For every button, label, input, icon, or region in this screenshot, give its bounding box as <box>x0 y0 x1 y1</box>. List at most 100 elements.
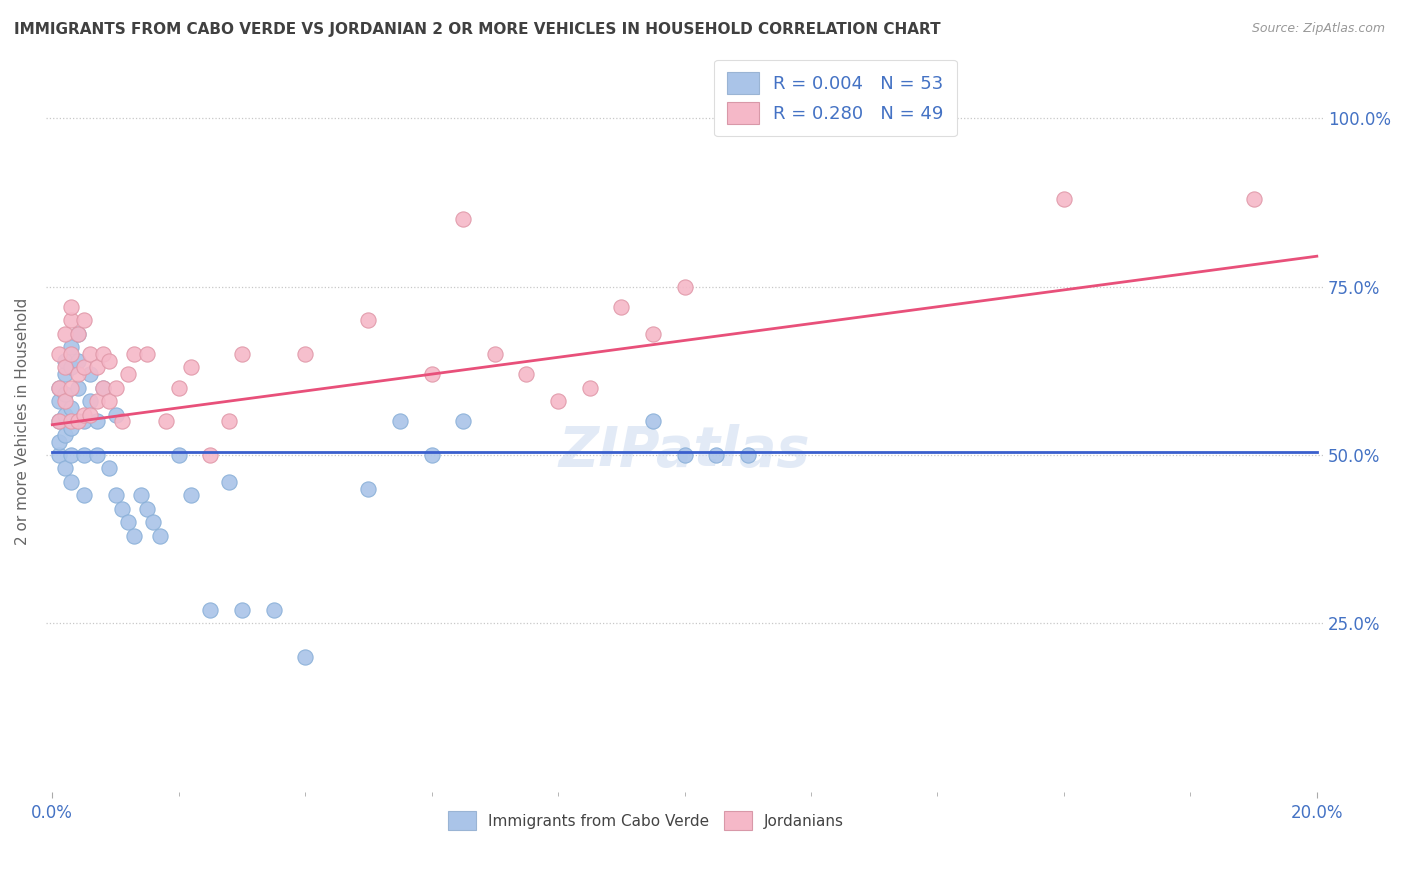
Point <box>451 212 474 227</box>
Point <box>149 529 172 543</box>
Point <box>60 340 83 354</box>
Point <box>79 408 101 422</box>
Point <box>53 360 76 375</box>
Text: IMMIGRANTS FROM CABO VERDE VS JORDANIAN 2 OR MORE VEHICLES IN HOUSEHOLD CORRELAT: IMMIGRANTS FROM CABO VERDE VS JORDANIAN … <box>14 22 941 37</box>
Point <box>66 353 89 368</box>
Point <box>515 367 537 381</box>
Point <box>53 387 76 401</box>
Point <box>231 347 253 361</box>
Point <box>48 381 70 395</box>
Point <box>48 381 70 395</box>
Point <box>104 488 127 502</box>
Point <box>420 448 443 462</box>
Legend: Immigrants from Cabo Verde, Jordanians: Immigrants from Cabo Verde, Jordanians <box>443 805 851 836</box>
Point <box>484 347 506 361</box>
Point <box>180 488 202 502</box>
Point <box>66 326 89 341</box>
Point <box>737 448 759 462</box>
Point <box>60 421 83 435</box>
Point <box>294 650 316 665</box>
Point <box>53 461 76 475</box>
Point <box>60 448 83 462</box>
Point <box>389 414 412 428</box>
Point <box>53 367 76 381</box>
Point <box>53 408 76 422</box>
Text: ZIPatlas: ZIPatlas <box>558 424 810 478</box>
Point <box>60 347 83 361</box>
Point <box>641 326 664 341</box>
Point <box>420 367 443 381</box>
Point <box>218 414 240 428</box>
Point <box>60 313 83 327</box>
Point <box>48 448 70 462</box>
Point <box>48 394 70 409</box>
Y-axis label: 2 or more Vehicles in Household: 2 or more Vehicles in Household <box>15 298 30 545</box>
Point <box>167 381 190 395</box>
Point <box>79 347 101 361</box>
Point <box>91 347 114 361</box>
Point <box>66 326 89 341</box>
Point <box>60 360 83 375</box>
Point <box>218 475 240 489</box>
Point <box>117 367 139 381</box>
Point <box>155 414 177 428</box>
Point <box>167 448 190 462</box>
Point <box>60 414 83 428</box>
Point <box>547 394 569 409</box>
Point <box>294 347 316 361</box>
Point <box>73 488 96 502</box>
Point <box>73 408 96 422</box>
Point <box>60 300 83 314</box>
Text: Source: ZipAtlas.com: Source: ZipAtlas.com <box>1251 22 1385 36</box>
Point <box>136 502 159 516</box>
Point <box>673 279 696 293</box>
Point <box>142 516 165 530</box>
Point <box>91 381 114 395</box>
Point <box>117 516 139 530</box>
Point <box>79 367 101 381</box>
Point <box>578 381 600 395</box>
Point <box>1243 192 1265 206</box>
Point <box>48 414 70 428</box>
Point <box>673 448 696 462</box>
Point <box>66 381 89 395</box>
Point <box>53 353 76 368</box>
Point <box>180 360 202 375</box>
Point <box>111 414 134 428</box>
Point <box>231 603 253 617</box>
Point <box>48 434 70 449</box>
Point <box>86 448 108 462</box>
Point <box>73 448 96 462</box>
Point <box>66 367 89 381</box>
Point <box>91 381 114 395</box>
Point <box>73 360 96 375</box>
Point <box>98 353 121 368</box>
Point <box>357 313 380 327</box>
Point <box>86 360 108 375</box>
Point <box>104 381 127 395</box>
Point <box>53 326 76 341</box>
Point <box>60 475 83 489</box>
Point <box>79 394 101 409</box>
Point <box>53 427 76 442</box>
Point <box>53 394 76 409</box>
Point <box>451 414 474 428</box>
Point <box>136 347 159 361</box>
Point <box>610 300 633 314</box>
Point <box>124 347 146 361</box>
Point <box>66 414 89 428</box>
Point <box>200 448 222 462</box>
Point <box>104 408 127 422</box>
Point <box>357 482 380 496</box>
Point <box>60 401 83 415</box>
Point <box>641 414 664 428</box>
Point <box>98 461 121 475</box>
Point <box>48 347 70 361</box>
Point <box>1053 192 1076 206</box>
Point <box>98 394 121 409</box>
Point <box>48 414 70 428</box>
Point <box>73 414 96 428</box>
Point <box>263 603 285 617</box>
Point <box>60 381 83 395</box>
Point <box>129 488 152 502</box>
